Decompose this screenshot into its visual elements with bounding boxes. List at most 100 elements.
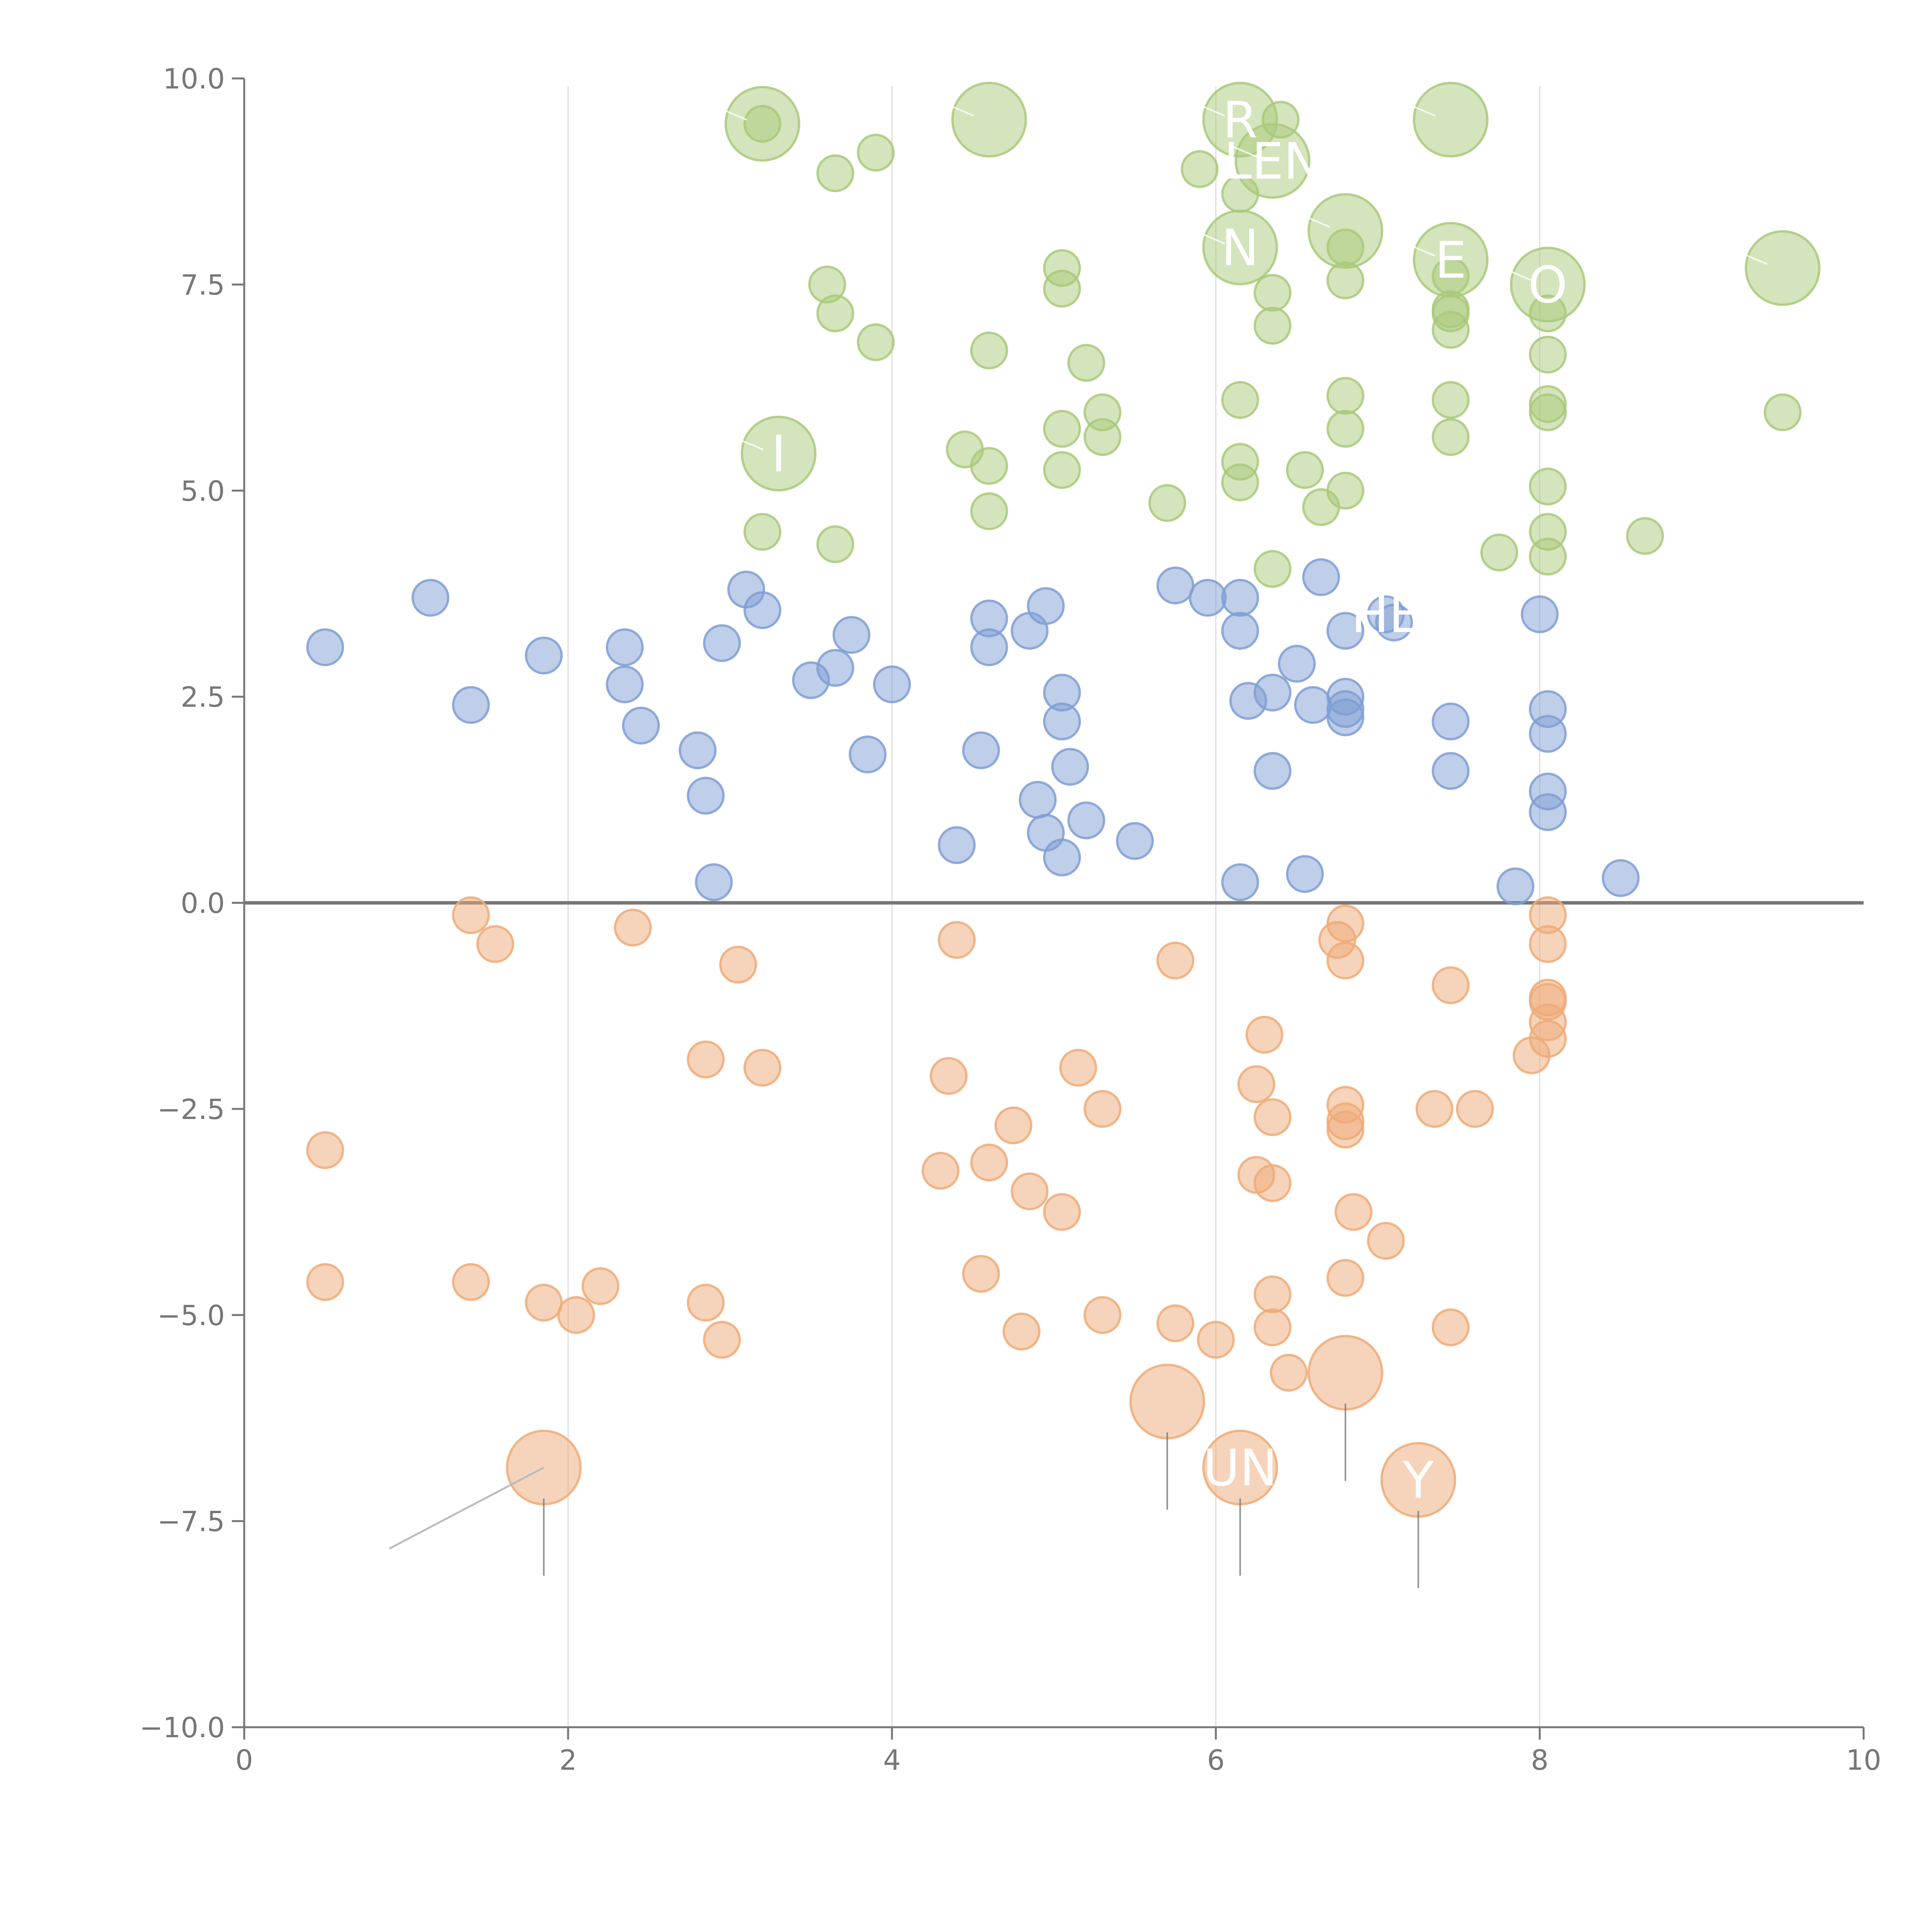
orange-point xyxy=(582,1267,620,1305)
x-tick-label: 2 xyxy=(559,1744,577,1776)
orange-point xyxy=(1253,1275,1292,1313)
blue-point xyxy=(816,649,854,687)
green-bubble xyxy=(741,415,817,492)
blue-point xyxy=(622,706,660,745)
green-bubble xyxy=(1413,222,1489,298)
blue-point xyxy=(1043,838,1081,877)
orange-point xyxy=(1432,1308,1470,1347)
blue-point xyxy=(1432,752,1470,790)
green-point xyxy=(1253,307,1292,345)
bubble-label: R xyxy=(1223,91,1257,150)
orange-point xyxy=(1083,1090,1122,1128)
bubble-label: O xyxy=(1528,255,1568,314)
label-leader xyxy=(1230,145,1258,158)
label-leader xyxy=(1197,103,1225,117)
green-point xyxy=(1764,393,1802,432)
green-point xyxy=(1043,410,1081,448)
label-leader xyxy=(1408,243,1436,257)
blue-point xyxy=(1043,702,1081,741)
bubble-layer xyxy=(506,82,1821,1518)
green-point xyxy=(1180,150,1219,188)
y-tick-label: 7.5 xyxy=(180,269,225,301)
blue-point xyxy=(832,616,871,654)
blue-point xyxy=(1302,558,1340,596)
orange-point xyxy=(1197,1321,1235,1359)
blue-point xyxy=(1529,715,1567,753)
blue-point xyxy=(411,579,449,617)
blue-point xyxy=(452,686,490,724)
y-tick-label: 2.5 xyxy=(180,681,225,713)
blue-point xyxy=(849,735,887,774)
green-point xyxy=(1529,393,1567,432)
orange-point xyxy=(962,1255,1000,1293)
x-tick-label: 6 xyxy=(1207,1744,1225,1776)
orange-point xyxy=(306,1263,344,1301)
y-tick-label: 10.0 xyxy=(163,63,225,95)
orange-point xyxy=(1237,1065,1276,1103)
orange-point xyxy=(1156,941,1194,980)
bubble-label: LEN xyxy=(1224,132,1321,190)
green-point xyxy=(857,134,895,172)
blue-point xyxy=(970,628,1008,667)
y-tick-label: −2.5 xyxy=(157,1093,225,1126)
y-tick-label: 5.0 xyxy=(180,475,225,507)
blue-point xyxy=(1529,793,1567,831)
blue-point xyxy=(1189,579,1227,617)
orange-point xyxy=(1002,1312,1041,1350)
green-point xyxy=(816,294,854,333)
orange-point xyxy=(452,896,490,934)
green-bubble xyxy=(1413,82,1489,158)
green-point xyxy=(970,332,1008,370)
orange-point xyxy=(1334,1193,1372,1231)
label-leader xyxy=(1408,103,1436,117)
blue-point xyxy=(695,863,733,901)
blue-point xyxy=(1156,566,1194,605)
green-point xyxy=(1221,463,1259,502)
blue-point xyxy=(938,826,976,864)
orange-point xyxy=(1415,1090,1454,1128)
x-tick-label: 4 xyxy=(883,1744,901,1776)
blue-point xyxy=(1326,612,1364,650)
y-tick-label: −10.0 xyxy=(139,1711,225,1744)
green-bubble xyxy=(1510,247,1586,323)
orange-point xyxy=(306,1131,344,1169)
label-leader xyxy=(736,437,764,451)
blue-point xyxy=(605,628,644,667)
orange-point xyxy=(1253,1098,1292,1136)
bubble-label: I xyxy=(771,425,786,483)
green-point xyxy=(1326,471,1364,510)
green-bubble xyxy=(951,82,1027,158)
green-point xyxy=(743,513,782,551)
blue-point xyxy=(703,624,741,662)
green-point xyxy=(816,154,854,192)
x-tick-label: 10 xyxy=(1846,1744,1881,1776)
blue-point xyxy=(1221,863,1259,901)
orange-point xyxy=(938,921,976,959)
blue-point xyxy=(1326,698,1364,736)
green-point xyxy=(1148,484,1186,522)
blue-point xyxy=(1520,595,1559,633)
green-bubble xyxy=(1235,123,1311,199)
orange-point xyxy=(1326,1111,1364,1149)
green-point xyxy=(1432,418,1470,456)
green-bubble xyxy=(1202,209,1278,286)
green-point xyxy=(1326,377,1364,415)
blue-point xyxy=(1278,645,1316,683)
orange-point xyxy=(922,1151,960,1190)
green-point xyxy=(1529,468,1567,506)
green-point xyxy=(1043,270,1081,308)
x-tick-label: 0 xyxy=(235,1744,253,1776)
orange-point xyxy=(1043,1193,1081,1231)
orange-point xyxy=(1326,1259,1364,1297)
blue-point xyxy=(1116,822,1154,860)
label-leader xyxy=(719,107,747,121)
green-point xyxy=(1253,274,1292,312)
blue-point xyxy=(962,731,1000,769)
orange-point xyxy=(703,1321,741,1359)
blue-point xyxy=(306,628,344,667)
orange-point xyxy=(1253,1164,1292,1202)
green-point xyxy=(816,525,854,563)
label-leader xyxy=(1303,214,1330,228)
label-leader xyxy=(1197,231,1225,245)
y-tick-label: −5.0 xyxy=(157,1299,225,1332)
